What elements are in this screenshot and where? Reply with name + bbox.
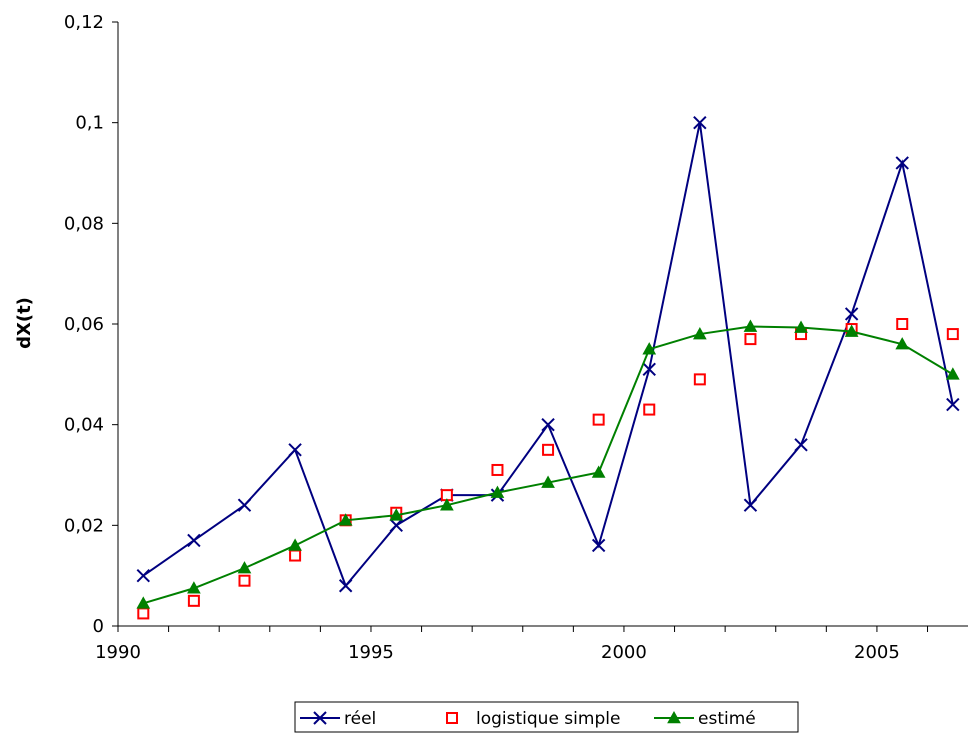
- data-point: [490, 485, 505, 498]
- data-point: [491, 463, 504, 476]
- y-tick-label: 0,06: [64, 314, 104, 335]
- data-point: [288, 538, 302, 551]
- data-point: [642, 342, 657, 355]
- series-layer: [136, 115, 960, 620]
- data-point: [794, 438, 808, 452]
- y-tick-label: 0,02: [64, 515, 104, 536]
- legend-marker: [446, 712, 458, 724]
- data-point: [844, 307, 859, 321]
- data-point: [187, 533, 201, 548]
- y-tick-label: 0,1: [75, 113, 104, 134]
- data-point: [642, 362, 656, 377]
- legend-item-0[interactable]: réel: [300, 709, 376, 729]
- y-tick-label: 0,12: [64, 12, 104, 33]
- legend-item-2[interactable]: estimé: [654, 709, 756, 729]
- data-point: [692, 327, 707, 340]
- series-line: [142, 122, 954, 588]
- data-point: [541, 475, 555, 488]
- legend-marker: [667, 710, 681, 724]
- data-point: [338, 579, 353, 593]
- y-axis-ticks: 0 0,02 0,04 0,06 0,08 0,1 0,12: [64, 12, 118, 637]
- series-1: [137, 318, 959, 620]
- data-point: [895, 337, 910, 350]
- data-point: [389, 508, 404, 521]
- legend-label: estimé: [698, 709, 756, 729]
- legend-label: logistique simple: [476, 709, 620, 729]
- y-axis-label: dX(t): [14, 297, 35, 349]
- legend-label: réel: [344, 709, 376, 729]
- axes: [117, 22, 968, 627]
- data-point: [794, 320, 808, 333]
- data-point: [591, 538, 606, 553]
- data-point: [136, 596, 151, 609]
- data-point: [591, 465, 606, 478]
- data-point: [693, 115, 707, 130]
- legend-items: réel logistique simple estimé: [300, 709, 756, 729]
- series-0: [136, 115, 960, 593]
- x-axis-ticks: 1990 1995 2000 2005: [95, 626, 929, 663]
- legend-box: [294, 701, 799, 733]
- series-2: [136, 319, 960, 609]
- legend[interactable]: réel logistique simple estimé: [294, 701, 799, 733]
- y-tick-label: 0,04: [64, 415, 104, 436]
- y-tick-label: 0: [93, 616, 104, 637]
- data-point: [743, 319, 758, 332]
- data-point: [137, 607, 150, 620]
- data-point: [389, 518, 403, 533]
- data-point: [946, 397, 960, 412]
- y-tick-label: 0,08: [64, 213, 104, 234]
- legend-item-1[interactable]: logistique simple: [446, 709, 620, 729]
- data-point: [237, 561, 252, 574]
- x-tick-label: 1990: [95, 642, 141, 663]
- data-point: [440, 498, 454, 511]
- x-tick-label: 1995: [348, 642, 394, 663]
- data-point: [844, 324, 859, 337]
- data-point: [238, 574, 251, 587]
- data-point: [289, 549, 302, 562]
- data-point: [187, 594, 200, 607]
- x-tick-label: 2000: [601, 642, 647, 663]
- data-point: [338, 513, 353, 526]
- data-point: [945, 367, 960, 380]
- data-point: [896, 318, 909, 330]
- data-point: [895, 156, 909, 170]
- data-point: [541, 417, 555, 432]
- data-point: [187, 581, 201, 594]
- data-point: [643, 403, 656, 416]
- data-point: [946, 328, 959, 341]
- data-point: [288, 443, 302, 457]
- data-point: [592, 413, 605, 426]
- legend-marker: [313, 711, 327, 725]
- x-tick-label: 2005: [854, 642, 900, 663]
- data-point: [136, 568, 151, 583]
- data-point: [693, 373, 706, 386]
- data-point: [744, 333, 757, 346]
- data-point: [743, 498, 758, 512]
- data-point: [237, 498, 252, 512]
- data-point: [542, 443, 555, 456]
